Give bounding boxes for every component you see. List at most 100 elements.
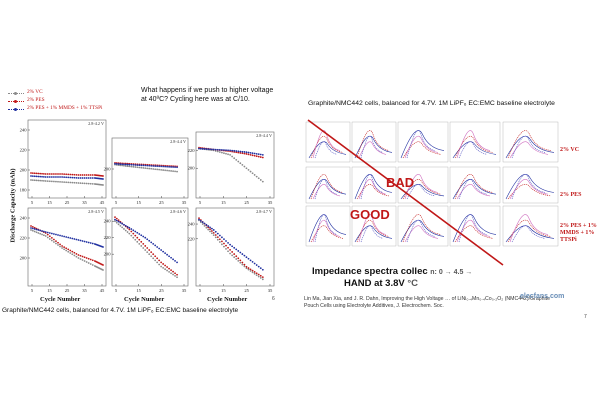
data-point <box>170 272 172 275</box>
data-point <box>148 239 151 242</box>
data-point <box>249 268 252 271</box>
data-point <box>156 246 159 248</box>
panel-frame <box>502 121 559 163</box>
spectrum-curve <box>509 141 549 159</box>
data-point <box>207 226 210 229</box>
data-point <box>77 254 80 256</box>
spectrum-curve <box>456 184 491 200</box>
series-3 <box>30 175 104 180</box>
data-point <box>77 182 80 184</box>
data-point <box>162 263 165 265</box>
data-point <box>81 259 84 261</box>
data-point <box>46 176 49 178</box>
data-point <box>130 228 133 230</box>
data-point <box>146 167 149 170</box>
data-point <box>227 250 229 253</box>
data-point <box>65 247 68 250</box>
data-point <box>247 267 250 269</box>
panel-voltage-label: 2.8-4.4 V <box>256 133 272 138</box>
data-point <box>75 252 78 255</box>
series-1 <box>30 179 104 186</box>
data-point <box>59 243 61 246</box>
data-point <box>148 167 151 170</box>
x-tick-label: 15 <box>136 288 141 293</box>
left-slide: 2.8-4.2 V 5 15 25 35 45 240 220 200 180 2.8-4.4 V 5… <box>0 80 293 320</box>
spectrum-curve <box>454 135 494 159</box>
data-point <box>245 267 248 270</box>
spectrum-curve <box>454 174 494 200</box>
data-point <box>83 240 86 243</box>
data-point <box>227 153 229 156</box>
data-point <box>253 262 256 265</box>
series-2 <box>30 172 104 177</box>
data-point <box>158 165 161 168</box>
data-point <box>221 149 223 151</box>
x-tick-label: 35 <box>268 288 273 293</box>
spectrum-curve <box>400 130 445 159</box>
panel-voltage-label: 2.8-4.2 V <box>88 121 104 126</box>
data-point <box>150 164 153 167</box>
data-point <box>255 152 258 155</box>
data-point <box>79 182 82 185</box>
series-3 <box>30 227 104 248</box>
data-point <box>148 253 151 256</box>
legend-item-vc: 2% VC <box>8 88 102 96</box>
data-point <box>231 149 234 152</box>
data-point <box>42 234 45 237</box>
data-point <box>46 233 49 236</box>
y-tick-label: 220 <box>188 236 196 241</box>
data-point <box>231 254 234 257</box>
data-point <box>59 173 61 175</box>
spectrum-curve <box>360 225 384 243</box>
spectrum-curve <box>511 174 546 200</box>
data-point <box>152 168 155 170</box>
data-point <box>142 242 145 245</box>
data-point <box>166 266 169 268</box>
x-tick-label: 5 <box>199 288 202 293</box>
x-axis-title-2: Cycle Number <box>124 296 165 303</box>
data-point <box>243 152 246 155</box>
data-point <box>209 230 211 233</box>
data-point <box>44 231 47 233</box>
data-point <box>221 243 223 246</box>
spectrum-curve <box>308 214 347 243</box>
data-point <box>65 249 68 252</box>
data-point <box>48 176 51 178</box>
data-point <box>231 245 234 248</box>
data-point <box>126 231 129 233</box>
data-point <box>216 238 219 241</box>
data-point <box>33 228 36 230</box>
data-point <box>166 269 169 272</box>
data-point <box>81 255 84 258</box>
data-point <box>235 258 238 260</box>
x-tick-label: 35 <box>182 200 187 205</box>
data-point <box>154 165 157 167</box>
spectrum-curve <box>452 214 497 243</box>
data-point <box>251 172 254 175</box>
data-point <box>168 267 170 270</box>
data-point <box>221 236 223 239</box>
panel-voltage-label: 2.8-4.6 V <box>170 209 186 214</box>
data-point <box>205 226 208 229</box>
data-point <box>50 173 53 175</box>
data-point <box>225 248 227 250</box>
impedance-panel-r3c3 <box>397 205 449 247</box>
data-point <box>55 240 57 243</box>
impedance-panel-r2c4 <box>449 166 501 204</box>
data-point <box>241 263 244 266</box>
data-point <box>91 177 94 179</box>
data-point <box>249 259 252 262</box>
data-point <box>31 227 34 230</box>
data-point <box>216 150 219 153</box>
data-point <box>33 175 36 178</box>
data-point <box>53 173 55 175</box>
data-point <box>79 254 82 257</box>
data-point <box>114 218 116 221</box>
data-point <box>253 152 256 155</box>
data-point <box>176 170 178 173</box>
data-point <box>168 270 170 273</box>
data-point <box>152 257 155 260</box>
data-point <box>83 177 86 179</box>
data-point <box>229 252 231 255</box>
data-point <box>205 148 208 150</box>
